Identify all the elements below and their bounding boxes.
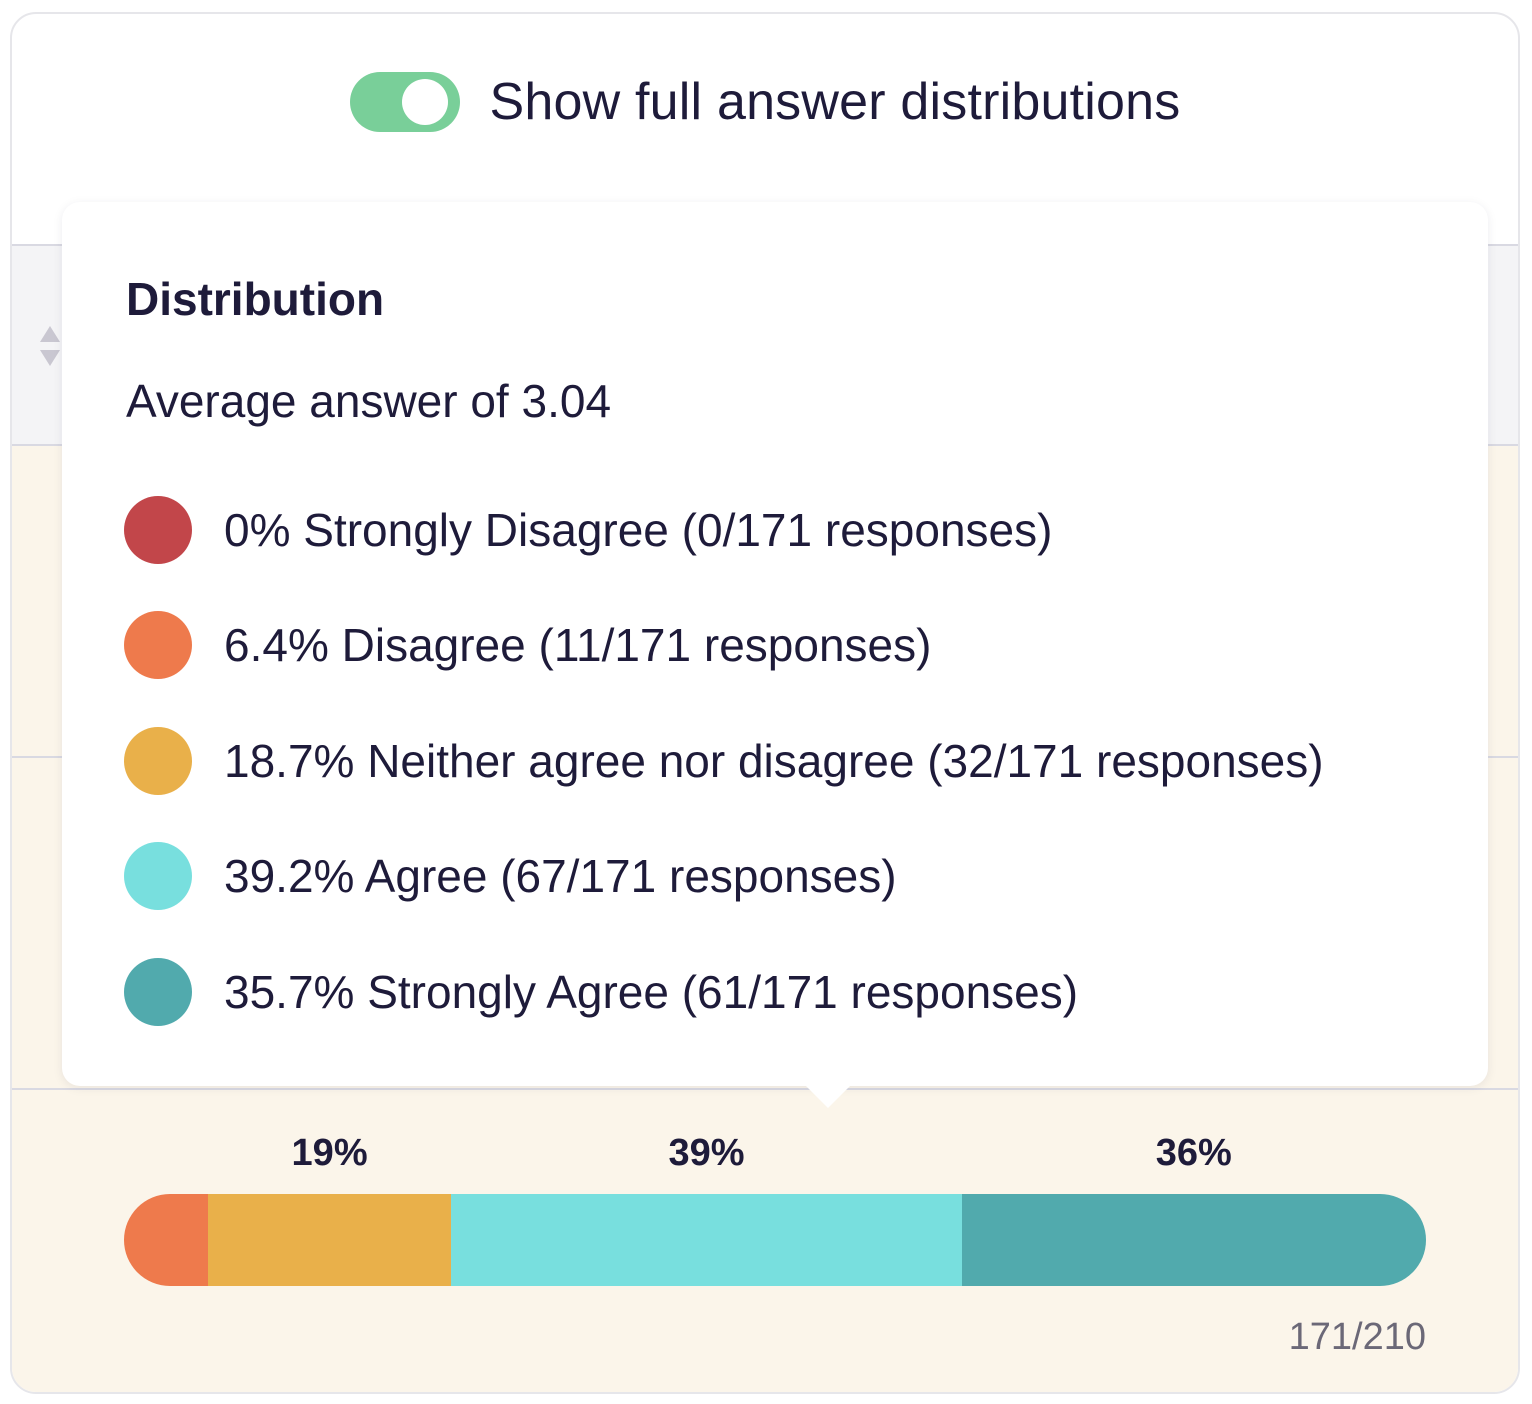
toggle-label: Show full answer distributions — [489, 73, 1181, 131]
bar-segment-strongly-agree[interactable] — [961, 1194, 1426, 1286]
legend-label: 39.2% Agree (67/171 responses) — [224, 850, 897, 903]
tooltip-arrow — [806, 1086, 850, 1108]
distribution-bar-chart: 19% 39% 36% 171/210 — [124, 1132, 1426, 1358]
color-dot-icon — [124, 842, 192, 911]
bar-label-neutral: 19% — [291, 1132, 368, 1174]
color-dot-icon — [124, 611, 192, 680]
row-divider — [12, 1088, 1518, 1090]
legend-item-disagree: 6.4% Disagree (11/171 responses) — [124, 588, 1324, 704]
bar-label-agree: 39% — [668, 1132, 745, 1174]
tooltip-title: Distribution — [126, 273, 385, 325]
legend-item-agree: 39.2% Agree (67/171 responses) — [124, 819, 1324, 935]
color-dot-icon — [124, 726, 192, 795]
legend-item-strongly-disagree: 0% Strongly Disagree (0/171 responses) — [124, 472, 1324, 588]
color-dot-icon — [124, 495, 192, 564]
distribution-legend: 0% Strongly Disagree (0/171 responses) 6… — [124, 472, 1324, 1050]
bar-segment-disagree[interactable] — [124, 1194, 208, 1286]
response-count: 171/210 — [1288, 1316, 1426, 1358]
stacked-bar[interactable] — [124, 1194, 1426, 1286]
color-dot-icon — [124, 957, 192, 1026]
legend-label: 35.7% Strongly Agree (61/171 responses) — [224, 965, 1079, 1018]
legend-item-strongly-agree: 35.7% Strongly Agree (61/171 responses) — [124, 934, 1324, 1050]
distribution-tooltip: Distribution Average answer of 3.04 0% S… — [62, 202, 1488, 1108]
question-card: Show full answer distributions Distribut… — [10, 12, 1520, 1394]
legend-item-neutral: 18.7% Neither agree nor disagree (32/171… — [124, 703, 1324, 819]
distribution-toggle-row: Show full answer distributions — [12, 14, 1518, 194]
legend-label: 6.4% Disagree (11/171 responses) — [224, 619, 932, 672]
legend-label: 0% Strongly Disagree (0/171 responses) — [224, 503, 1053, 556]
bar-label-strongly-agree: 36% — [1155, 1132, 1232, 1174]
average-answer: Average answer of 3.04 — [126, 375, 612, 427]
bar-segment-agree[interactable] — [451, 1194, 962, 1286]
show-distributions-toggle[interactable] — [349, 72, 460, 132]
bar-data-labels: 19% 39% 36% — [124, 1132, 1426, 1188]
toggle-knob — [401, 79, 448, 125]
legend-label: 18.7% Neither agree nor disagree (32/171… — [224, 734, 1324, 787]
bar-segment-neutral[interactable] — [207, 1194, 452, 1286]
sort-icon[interactable] — [38, 324, 62, 368]
